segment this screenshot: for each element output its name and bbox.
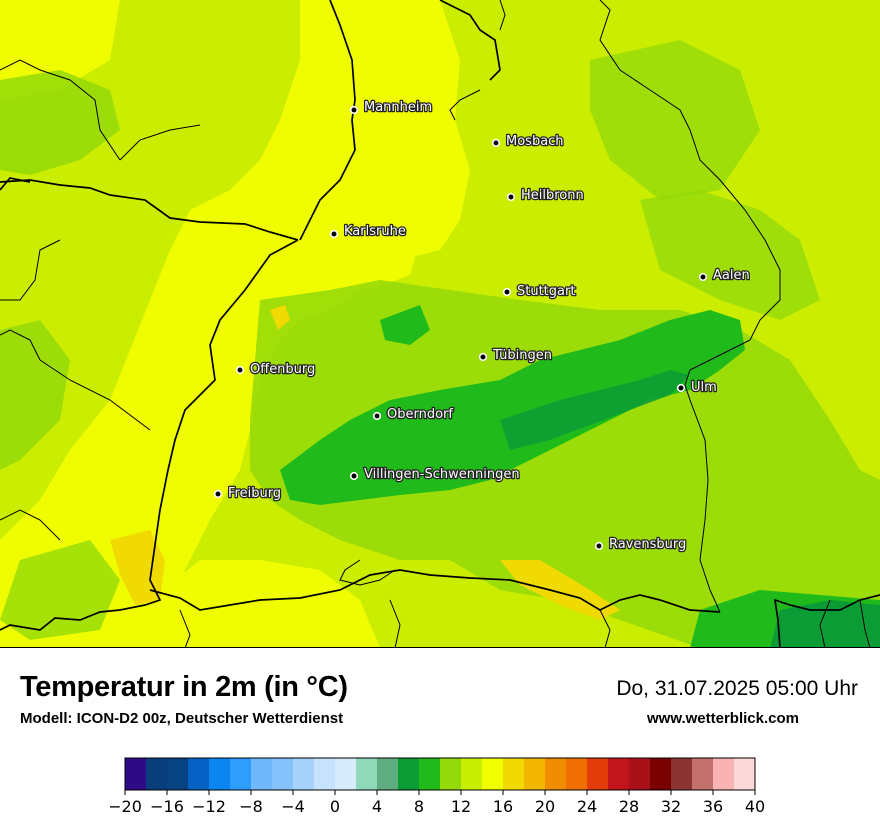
forecast-datetime: Do, 31.07.2025 05:00 Uhr: [616, 677, 858, 700]
city-oberndorf[interactable]: Oberndorf: [372, 406, 455, 423]
legend-bin: [587, 758, 609, 790]
legend-bin: [188, 758, 210, 790]
legend-bin: [440, 758, 462, 790]
legend-bin: [356, 758, 378, 790]
legend-bin: [335, 758, 357, 790]
legend-tick-label: 28: [619, 797, 639, 816]
state-borders: [0, 0, 880, 647]
city-karlsruhe[interactable]: Karlsruhe: [329, 223, 407, 240]
city-label-karlsruhe: Karlsruhe: [344, 224, 406, 239]
city-label-tuebingen: Tübingen: [492, 348, 552, 363]
legend-tick-label: 8: [414, 797, 424, 816]
city-mosbach[interactable]: Mosbach: [491, 133, 565, 150]
legend-bin: [713, 758, 735, 790]
legend-tick-label: 4: [372, 797, 382, 816]
website-link[interactable]: www.wetterblick.com: [647, 710, 799, 727]
city-stuttgart[interactable]: Stuttgart: [502, 283, 577, 300]
city-label-heilbronn: Heilbronn: [521, 188, 584, 203]
legend-bin: [482, 758, 504, 790]
legend-bin: [461, 758, 483, 790]
legend-bin: [209, 758, 231, 790]
legend-bin: [671, 758, 693, 790]
city-label-offenburg: Offenburg: [250, 362, 315, 377]
legend-tick-label: 24: [577, 797, 597, 816]
city-tuebingen[interactable]: Tübingen: [478, 347, 553, 364]
legend-tick-label: 20: [535, 797, 555, 816]
city-label-freiburg: Freiburg: [228, 486, 281, 501]
legend-bin: [692, 758, 714, 790]
legend-tick-label: −4: [281, 797, 305, 816]
city-label-stuttgart: Stuttgart: [517, 284, 575, 299]
legend-bin: [524, 758, 546, 790]
legend-tick-label: 32: [661, 797, 681, 816]
legend-bin: [650, 758, 672, 790]
city-mannheim[interactable]: Mannheim: [349, 99, 433, 116]
city-aalen[interactable]: Aalen: [698, 267, 751, 284]
city-label-mosbach: Mosbach: [506, 134, 564, 149]
city-heilbronn[interactable]: Heilbronn: [506, 187, 585, 204]
legend-tick-label: 36: [703, 797, 723, 816]
legend-tick-label: −20: [110, 797, 142, 816]
legend-tick-label: −16: [150, 797, 184, 816]
legend-tick-label: 16: [493, 797, 513, 816]
warm-zone-rhine-south: [140, 560, 380, 647]
legend-bin: [167, 758, 189, 790]
city-offenburg[interactable]: Offenburg: [235, 361, 317, 378]
warm-zone-rhine: [0, 0, 470, 647]
legend-bin: [230, 758, 252, 790]
legend-bin: [419, 758, 441, 790]
temperature-map[interactable]: Mannheim Mosbach Heilbronn Karlsruhe Aal…: [0, 0, 880, 648]
city-label-aalen: Aalen: [713, 268, 750, 283]
legend-bin: [545, 758, 567, 790]
legend-bin: [125, 758, 147, 790]
district-borders: [0, 0, 871, 647]
city-ravensburg[interactable]: Ravensburg: [594, 536, 688, 553]
legend-bin: [629, 758, 651, 790]
legend-bin: [503, 758, 525, 790]
legend-tick-label: −12: [192, 797, 226, 816]
legend-bin: [251, 758, 273, 790]
legend-tick-label: 12: [451, 797, 471, 816]
legend-bin: [314, 758, 336, 790]
city-label-mannheim: Mannheim: [364, 100, 432, 115]
map-title: Temperatur in 2m (in °C): [20, 671, 348, 703]
city-label-ulm: Ulm: [691, 380, 717, 395]
legend-bin: [734, 758, 756, 790]
city-label-oberndorf: Oberndorf: [387, 407, 453, 422]
legend-bin: [293, 758, 315, 790]
legend-bin: [377, 758, 399, 790]
legend-tick-label: −8: [239, 797, 263, 816]
city-ulm[interactable]: Ulm: [676, 379, 718, 396]
legend-bin: [398, 758, 420, 790]
city-villingen-schwenningen[interactable]: Villingen-Schwenningen: [349, 466, 521, 483]
model-info: Modell: ICON-D2 00z, Deutscher Wetterdie…: [20, 710, 344, 727]
cool-zone-albs: [280, 310, 745, 505]
city-label-villingen-schwenningen: Villingen-Schwenningen: [364, 467, 520, 482]
legend-bin: [146, 758, 168, 790]
city-freiburg[interactable]: Freiburg: [213, 485, 282, 502]
legend-tick-label: 0: [330, 797, 340, 816]
legend-bin: [566, 758, 588, 790]
color-legend: −20 −16 −12 −8 −4 0 4 8 12 16 20 24 28 32 36 40: [108, 755, 770, 825]
legend-bin: [272, 758, 294, 790]
legend-tick-label: 40: [745, 797, 765, 816]
legend-bin: [608, 758, 630, 790]
city-label-ravensburg: Ravensburg: [609, 537, 686, 552]
